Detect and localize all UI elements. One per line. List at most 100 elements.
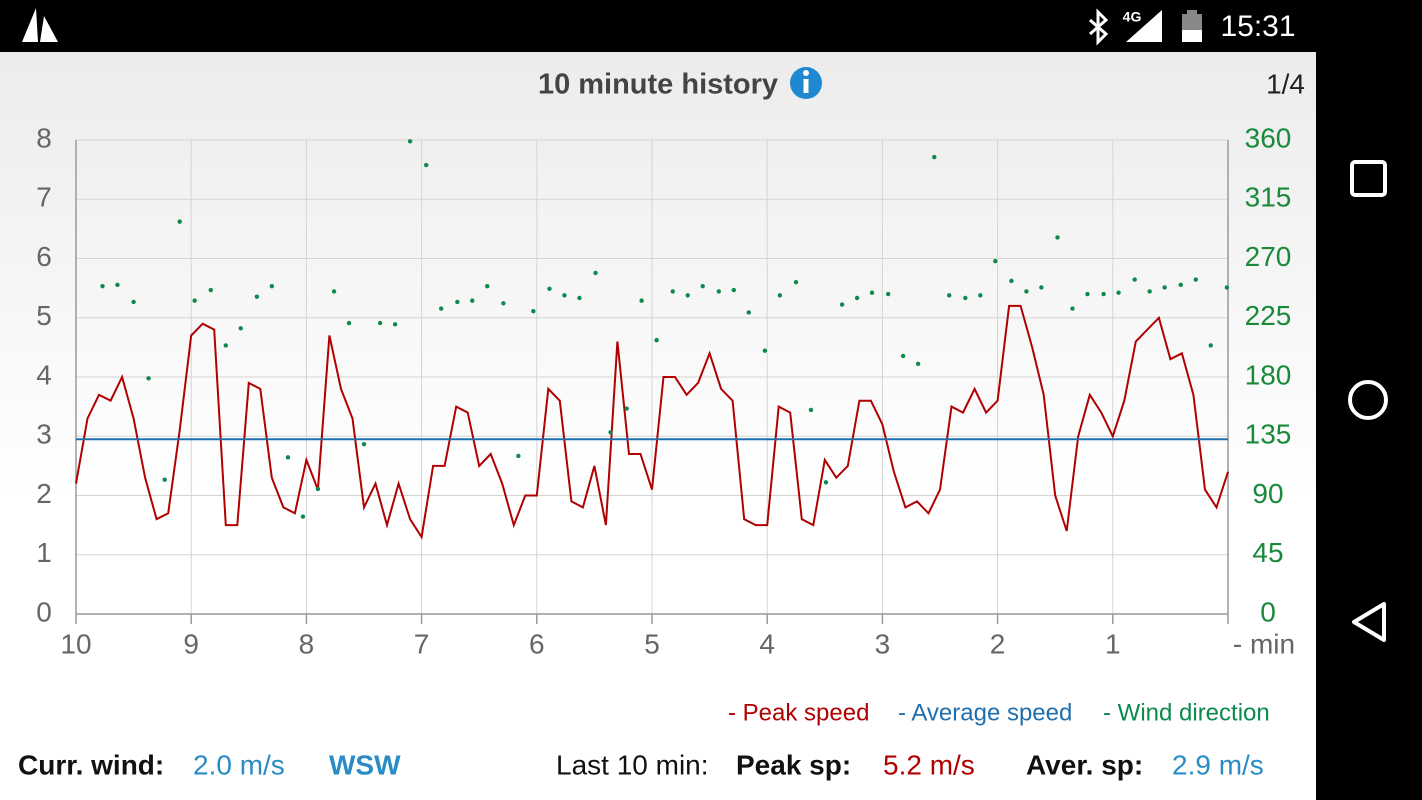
peak-label: Peak sp: <box>736 749 851 780</box>
wind-direction-dot <box>1224 285 1230 290</box>
wind-direction-dot <box>1147 289 1152 294</box>
wind-direction-dot <box>501 301 506 306</box>
wind-direction-dot <box>947 293 952 298</box>
wind-direction-dot <box>963 295 968 301</box>
wind-direction-dot <box>485 283 490 289</box>
x-tick-label: 5 <box>644 628 660 659</box>
y-tick-label: 6 <box>36 241 52 272</box>
wind-direction-dot <box>377 320 383 326</box>
wind-direction-dot <box>285 455 291 460</box>
legend-entry: - Wind direction <box>1103 699 1270 726</box>
y2-tick-label: 0 <box>1260 596 1276 627</box>
wind-direction-dot <box>839 302 845 307</box>
wind-direction-dot <box>716 289 722 294</box>
y-tick-label: 2 <box>36 478 52 509</box>
wind-direction-dot <box>932 154 937 160</box>
wind-direction-dot <box>438 306 444 311</box>
y2-tick-label: 315 <box>1245 182 1292 213</box>
peak-value: 5.2 m/s <box>883 749 975 780</box>
wind-direction-dot <box>115 282 120 288</box>
wind-direction-dot <box>1055 235 1060 240</box>
wind-direction-dot <box>162 477 167 482</box>
wind-direction-dot <box>700 283 705 289</box>
app-logo <box>22 8 58 42</box>
y2-tick-label: 360 <box>1245 122 1292 153</box>
y-tick-label: 7 <box>36 182 52 213</box>
wind-direction-dot <box>746 310 751 315</box>
x-tick-label: 8 <box>299 628 315 659</box>
wind-direction-dot <box>392 322 398 327</box>
wind-direction-dot <box>1085 291 1090 297</box>
x-tick-label: 1 <box>1105 628 1121 659</box>
wind-direction-dot <box>1039 285 1044 290</box>
x-tick-label: 3 <box>875 628 891 659</box>
wind-direction-dot <box>407 139 413 144</box>
wind-direction-dot <box>1132 277 1137 282</box>
signal-icon <box>1126 10 1162 42</box>
wind-direction-dot <box>1101 291 1106 297</box>
average-label: Aver. sp: <box>1026 749 1143 780</box>
average-value: 2.9 m/s <box>1172 749 1264 780</box>
wind-direction-dot <box>223 343 228 348</box>
info-glyph <box>803 79 809 93</box>
y-tick-label: 3 <box>36 419 52 450</box>
wind-direction-dot <box>516 453 521 459</box>
home-button[interactable] <box>1348 380 1388 420</box>
x-tick-label: 6 <box>529 628 545 659</box>
y2-tick-label: 45 <box>1252 537 1283 568</box>
wind-direction-dot <box>331 289 337 294</box>
wind-direction-dot <box>993 258 998 264</box>
wind-direction-dot <box>639 298 644 303</box>
wind-direction-dot <box>869 290 875 295</box>
period-label: Last 10 min: <box>556 749 709 780</box>
wind-direction-dot <box>146 376 151 381</box>
wind-direction-dot <box>854 295 860 301</box>
wind-direction-dot <box>562 293 567 298</box>
wind-direction-dot <box>315 486 321 492</box>
wind-direction-dot <box>608 430 613 435</box>
wind-direction-dot <box>1193 277 1198 282</box>
wind-direction-dot <box>455 299 460 305</box>
legend-entry: - Average speed <box>898 699 1072 726</box>
wind-direction-dot <box>624 406 629 411</box>
wind-direction-dot <box>300 514 306 519</box>
wind-direction-dot <box>978 293 983 298</box>
y-tick-label: 5 <box>36 300 52 331</box>
x-tick-label: 2 <box>990 628 1006 659</box>
y-tick-label: 8 <box>36 122 52 153</box>
wind-direction-dot <box>100 283 105 289</box>
battery-tip <box>1187 10 1197 14</box>
recents-button[interactable] <box>1350 160 1387 197</box>
wind-direction-dot <box>593 270 598 276</box>
y-tick-label: 0 <box>36 596 52 627</box>
wind-direction-dot <box>547 286 552 291</box>
x-tick-label: 7 <box>414 628 430 659</box>
wind-direction-dot <box>823 480 829 485</box>
y2-tick-label: 180 <box>1245 359 1292 390</box>
x-tick-label: 4 <box>759 628 775 659</box>
wind-direction-dot <box>177 219 182 224</box>
clock: 15:31 <box>1220 10 1295 43</box>
y2-tick-label: 225 <box>1245 300 1292 331</box>
wind-direction-dot <box>254 294 260 299</box>
y-tick-label: 1 <box>36 537 52 568</box>
x-tick-label: 9 <box>183 628 199 659</box>
wind-direction-dot <box>238 326 243 331</box>
battery-level <box>1182 30 1202 42</box>
wind-direction-dot <box>577 295 582 301</box>
chart-title: 10 minute history <box>538 69 778 101</box>
wind-direction-dot <box>808 407 814 413</box>
wind-direction-dot <box>1116 290 1121 295</box>
page-indicator[interactable]: 1/4 <box>1266 68 1305 99</box>
wind-direction-dot <box>269 283 275 289</box>
wind-direction-dot <box>670 289 675 294</box>
wind-direction-dot <box>777 293 783 298</box>
current-speed: 2.0 m/s <box>193 749 285 780</box>
legend-entry: - Peak speed <box>728 699 869 726</box>
wind-direction-dot <box>424 162 429 168</box>
back-button[interactable] <box>1352 602 1386 642</box>
wind-direction-dot <box>361 441 367 447</box>
y2-tick-label: 135 <box>1245 419 1292 450</box>
wind-direction-dot <box>346 320 352 326</box>
